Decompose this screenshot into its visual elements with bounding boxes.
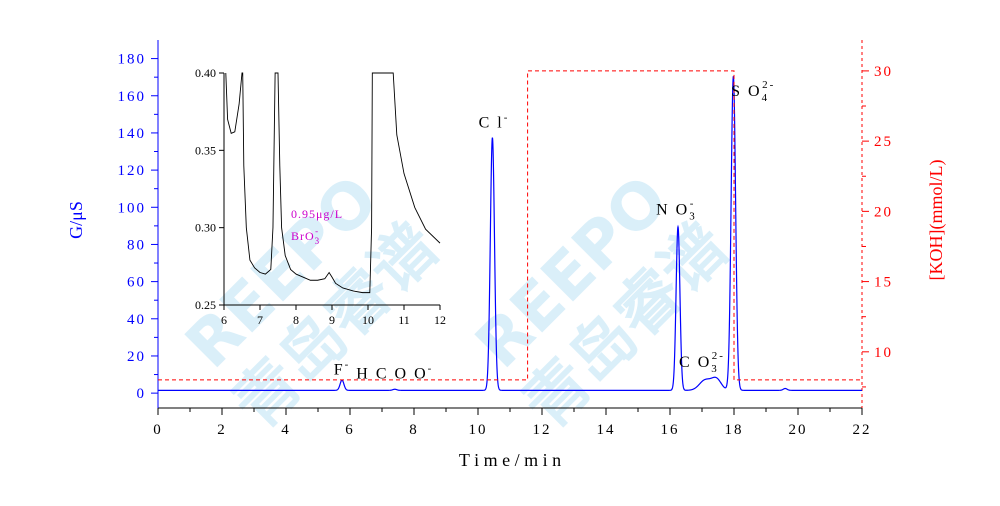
y-right-tick-label: 30 xyxy=(874,64,893,80)
y-left-tick-label: 140 xyxy=(118,126,147,142)
inset-x-tick-label: 12 xyxy=(434,313,446,327)
peak-label-sub: 3 xyxy=(711,363,719,375)
koh-gradient-trace xyxy=(158,70,862,381)
peak-label-sup: - xyxy=(345,359,351,371)
peak-annotations: F-H C O O-C l-N O3-C O32-S O42- xyxy=(334,79,775,383)
peak-label: F- xyxy=(334,359,351,379)
peak-label-sub: 3 xyxy=(689,211,697,223)
peak-label-sup: 2- xyxy=(762,79,775,91)
inset-annotation-ion-sub: 3 xyxy=(315,236,321,246)
y-axis-left: 0 20 40 60 80 100 120 140 160 180 xyxy=(118,52,158,402)
y-left-tick-label: 160 xyxy=(118,89,147,105)
inset-annotation-concentration: 0.95μg/L xyxy=(291,207,343,221)
peak-label: S O42- xyxy=(731,79,775,104)
peak-label-ion: S O xyxy=(731,83,761,100)
x-tick-label: 8 xyxy=(409,422,419,438)
y-left-tick-label: 120 xyxy=(118,163,147,179)
peak-label-ion: C l xyxy=(479,114,504,131)
peak-label-ion: F xyxy=(334,362,345,379)
peak-label-ion: C O xyxy=(679,354,711,371)
y-left-tick-label: 20 xyxy=(127,349,146,365)
inset-annotation-ion-sup: - xyxy=(315,226,319,236)
y-right-tick-label: 15 xyxy=(874,275,893,291)
x-tick-label: 6 xyxy=(345,422,355,438)
y-left-tick-label: 60 xyxy=(127,275,146,291)
peak-label-sub: 4 xyxy=(762,92,770,104)
peak-label: C l- xyxy=(479,111,510,131)
x-tick-label: 12 xyxy=(533,422,552,438)
x-axis-title: T i m e / m i n xyxy=(459,450,561,470)
inset-x-tick-label: 6 xyxy=(221,313,227,327)
inset-x-tick-label: 9 xyxy=(329,313,335,327)
x-axis: 0 2 4 6 8 10 12 14 16 18 20 22 xyxy=(153,408,872,438)
inset-x-tick-label: 8 xyxy=(293,313,299,327)
x-tick-label: 22 xyxy=(853,422,872,438)
x-tick-label: 0 xyxy=(153,422,163,438)
peak-label-sup: - xyxy=(428,362,434,374)
x-tick-label: 18 xyxy=(725,422,744,438)
y-left-tick-label: 80 xyxy=(127,237,146,253)
y-right-tick-label: 10 xyxy=(874,345,893,361)
inset-y-tick-label: 0.35 xyxy=(195,143,216,157)
y-left-tick-label: 0 xyxy=(137,386,147,402)
inset-trace xyxy=(225,72,441,294)
inset-annotation-ion-name: BrO xyxy=(291,229,315,243)
peak-label-sup: - xyxy=(504,111,510,123)
y-right-tick-label: 20 xyxy=(874,204,893,220)
x-tick-label: 10 xyxy=(469,422,488,438)
x-tick-label: 20 xyxy=(789,422,808,438)
y-left-tick-label: 40 xyxy=(127,312,146,328)
x-tick-label: 4 xyxy=(281,422,291,438)
y-axis-right: 10 15 20 25 30 xyxy=(862,64,893,388)
x-tick-label: 2 xyxy=(217,422,227,438)
y-left-tick-label: 180 xyxy=(118,52,147,68)
series-layer xyxy=(158,70,862,391)
peak-label: C O32- xyxy=(679,350,725,375)
inset-annotation-ion: BrO3- xyxy=(291,226,320,246)
inset-x-tick-label: 7 xyxy=(257,313,263,327)
inset-y-tick-label: 0.40 xyxy=(195,66,216,80)
y-right-tick-label: 25 xyxy=(874,134,893,150)
y-left-tick-label: 100 xyxy=(118,200,147,216)
y-axis-left-title: G/μS xyxy=(66,201,86,239)
peak-label: H C O O- xyxy=(356,362,433,382)
inset-x-tick-label: 11 xyxy=(398,313,410,327)
peak-label-sup: - xyxy=(690,198,696,210)
inset-chart: 6 7 8 9 10 11 12 0.25 0.30 0.35 0.40 0.95μg/L BrO3- xyxy=(195,66,446,327)
peak-label-sup: 2- xyxy=(712,350,725,362)
signal-trace xyxy=(158,76,862,391)
x-tick-label: 14 xyxy=(597,422,616,438)
peak-label: N O3- xyxy=(656,198,697,223)
x-tick-label: 16 xyxy=(661,422,680,438)
peak-label-ion: H C O O xyxy=(356,365,427,382)
inset-x-tick-label: 10 xyxy=(362,313,374,327)
inset-y-tick-label: 0.25 xyxy=(195,298,216,312)
inset-y-tick-label: 0.30 xyxy=(195,221,216,235)
peak-label-ion: N O xyxy=(656,202,689,219)
y-axis-right-title: [KOH](mmol/L) xyxy=(926,160,947,281)
